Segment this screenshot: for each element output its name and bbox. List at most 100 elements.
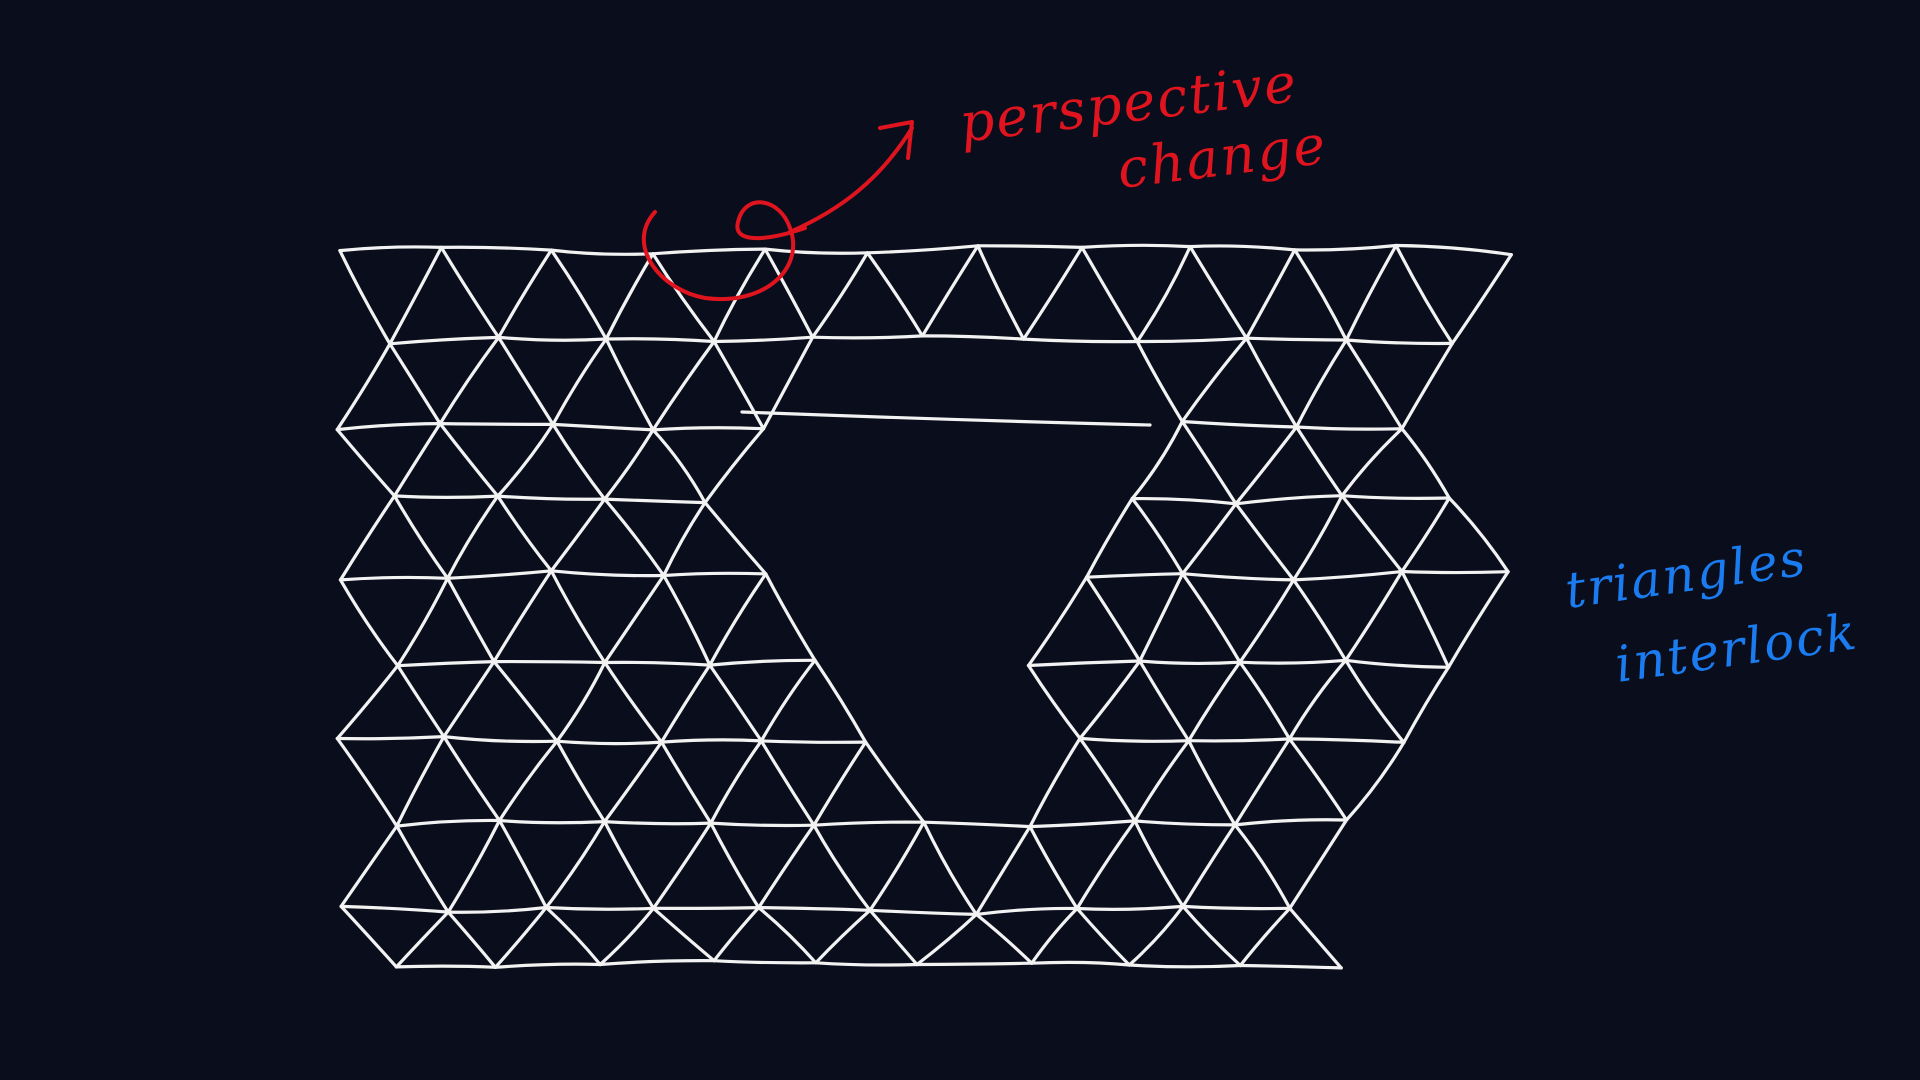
grid-diagonal-stroke	[1292, 494, 1344, 582]
grid-diagonal-stroke	[1075, 819, 1137, 911]
interlock-label-line1: triangles	[1562, 529, 1811, 620]
grid-diagonal-stroke	[974, 825, 1032, 916]
grid-diagonal-stroke	[651, 252, 716, 344]
grid-diagonal-stroke	[865, 251, 924, 338]
grid-diagonal-stroke	[1138, 659, 1191, 743]
grid-diagonal-stroke	[811, 251, 869, 339]
grid-diagonal-stroke	[922, 820, 978, 916]
grid-diagonal-stroke	[709, 739, 763, 825]
grid-horizontal-stroke	[1244, 336, 1348, 342]
grid-horizontal-stroke	[338, 245, 443, 253]
grid-diagonal-stroke	[1402, 665, 1451, 744]
grid-diagonal-stroke	[1135, 245, 1192, 344]
grid-diagonal-stroke	[603, 497, 666, 578]
grid-horizontal-stroke	[1238, 963, 1343, 970]
grid-horizontal-stroke	[868, 908, 978, 916]
grid-horizontal-stroke	[603, 660, 712, 667]
grid-diagonal-stroke	[1181, 823, 1237, 908]
grid-horizontal-stroke	[442, 735, 559, 744]
grid-diagonal-stroke	[497, 335, 555, 426]
grid-horizontal-stroke	[439, 245, 553, 252]
grid-horizontal-stroke	[1080, 243, 1192, 249]
grid-horizontal-stroke	[651, 426, 766, 432]
grid-diagonal-stroke	[1446, 570, 1510, 669]
grid-horizontal-stroke	[1340, 494, 1451, 500]
grid-horizontal-stroke	[388, 335, 501, 346]
grid-diagonal-stroke	[1344, 740, 1406, 822]
grid-horizontal-stroke	[549, 569, 666, 578]
grid-horizontal-stroke	[1292, 569, 1404, 582]
grid-diagonal-stroke	[603, 660, 664, 744]
grid-diagonal-stroke	[759, 658, 817, 743]
grid-diagonal-stroke	[1130, 419, 1184, 501]
grid-diagonal-stroke	[659, 663, 712, 744]
grid-diagonal-stroke	[1078, 736, 1137, 823]
grid-horizontal-stroke	[603, 820, 713, 826]
grid-diagonal-stroke	[439, 245, 501, 339]
grid-diagonal-stroke	[1233, 737, 1292, 827]
grid-horizontal-stroke	[1028, 819, 1137, 829]
grid-horizontal-stroke	[1233, 818, 1349, 827]
grid-horizontal-stroke	[1400, 569, 1510, 575]
grid-diagonal-stroke	[1238, 906, 1292, 968]
grid-diagonal-stroke	[1135, 339, 1184, 424]
grid-diagonal-stroke	[813, 658, 868, 744]
grid-horizontal-stroke	[1181, 572, 1296, 582]
grid-diagonal-stroke	[920, 244, 980, 338]
grid-diagonal-stroke	[603, 740, 664, 824]
grid-diagonal-stroke	[549, 248, 608, 341]
grid-diagonal-stroke	[708, 572, 768, 667]
grid-diagonal-stroke	[651, 339, 716, 432]
grid-diagonal-stroke	[446, 818, 502, 914]
grid-diagonal-stroke	[864, 740, 926, 824]
grid-diagonal-stroke	[335, 428, 397, 498]
grid-diagonal-stroke	[446, 576, 496, 664]
grid-diagonal-stroke	[1344, 243, 1398, 342]
grid-horizontal-stroke	[1294, 425, 1404, 431]
grid-diagonal-stroke	[1187, 739, 1237, 827]
grid-horizontal-stroke	[1130, 496, 1238, 506]
grid-diagonal-stroke	[703, 427, 766, 505]
grid-horizontal-stroke	[1127, 963, 1242, 969]
grid-diagonal-stroke	[1400, 496, 1451, 574]
grid-diagonal-stroke	[549, 497, 607, 573]
grid-diagonal-stroke	[442, 735, 502, 823]
grid-diagonal-stroke	[1293, 248, 1348, 342]
grid-horizontal-stroke	[759, 739, 868, 744]
grid-diagonal-stroke	[1340, 427, 1404, 498]
grid-diagonal-stroke	[712, 247, 767, 344]
grid-horizontal-stroke	[1188, 244, 1297, 252]
grid-diagonal-stroke	[1181, 572, 1242, 664]
grid-horizontal-stroke	[555, 739, 664, 746]
grid-horizontal-stroke	[1075, 904, 1185, 911]
grid-diagonal-stroke	[604, 252, 655, 341]
grid-horizontal-stroke	[598, 959, 716, 967]
grid-horizontal-stroke	[603, 497, 707, 505]
grid-horizontal-stroke	[814, 961, 919, 967]
grid-horizontal-stroke	[1344, 338, 1454, 346]
grid-diagonal-stroke	[1234, 425, 1299, 506]
grid-horizontal-stroke	[493, 962, 602, 969]
grid-horizontal-stroke	[1293, 243, 1398, 252]
grid-diagonal-stroke	[339, 904, 398, 969]
grid-diagonal-stroke	[759, 739, 816, 827]
grid-diagonal-stroke	[976, 244, 1026, 341]
grid-diagonal-stroke	[709, 821, 761, 910]
grid-diagonal-stroke	[551, 422, 607, 501]
grid-diagonal-stroke	[712, 906, 761, 963]
grid-horizontal-stroke	[551, 422, 655, 432]
perspective-circle	[641, 200, 807, 302]
grid-diagonal-stroke	[392, 422, 442, 498]
grid-diagonal-stroke	[1180, 419, 1238, 506]
grid-diagonal-stroke	[651, 428, 707, 505]
grid-diagonal-stroke	[438, 422, 500, 498]
perspective-arrow-head	[878, 120, 914, 160]
grid-diagonal-stroke	[598, 906, 656, 967]
grid-diagonal-stroke	[761, 335, 815, 431]
grid-horizontal-stroke	[396, 660, 496, 668]
grid-horizontal-stroke	[651, 906, 761, 911]
grid-diagonal-stroke	[555, 739, 607, 824]
grid-horizontal-stroke	[1394, 243, 1513, 257]
grid-diagonal-stroke	[1075, 906, 1131, 967]
grid-diagonal-stroke	[1238, 660, 1292, 741]
